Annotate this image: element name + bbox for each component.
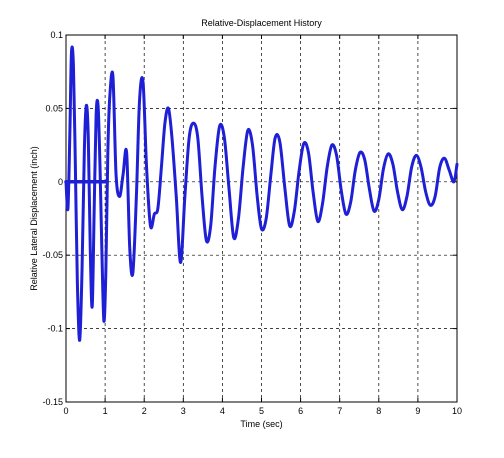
series-line: [64, 45, 459, 342]
y-tick-label: -0.15: [42, 397, 63, 407]
x-tick-label: 3: [181, 406, 186, 416]
y-tick-label: -0.1: [47, 324, 63, 334]
x-tick-label: 1: [103, 406, 108, 416]
x-tick-label: 7: [337, 406, 342, 416]
x-tick-label: 5: [259, 406, 264, 416]
x-tick-label: 2: [142, 406, 147, 416]
chart-title: Relative-Displacement History: [201, 18, 322, 28]
y-tick-label: 0.1: [50, 30, 63, 40]
x-axis-title: Time (sec): [240, 419, 282, 429]
x-tick-label: 0: [63, 406, 68, 416]
y-tick-label: -0.05: [42, 250, 63, 260]
axis-ticks: 0 1 2 3 4 5 6 7 8 9 10 -0.15 -0.1 -0.05 0 0.05 0.1: [42, 30, 462, 416]
data-series: [64, 45, 459, 342]
y-tick-label: 0.05: [45, 103, 63, 113]
y-axis-title: Relative Lateral Displacement (inch): [29, 146, 39, 291]
x-tick-label: 6: [298, 406, 303, 416]
x-tick-label: 4: [220, 406, 225, 416]
y-tick-label: 0: [58, 177, 63, 187]
x-tick-label: 8: [376, 406, 381, 416]
grid: [66, 35, 457, 402]
x-tick-label: 10: [452, 406, 462, 416]
x-tick-label: 9: [415, 406, 420, 416]
